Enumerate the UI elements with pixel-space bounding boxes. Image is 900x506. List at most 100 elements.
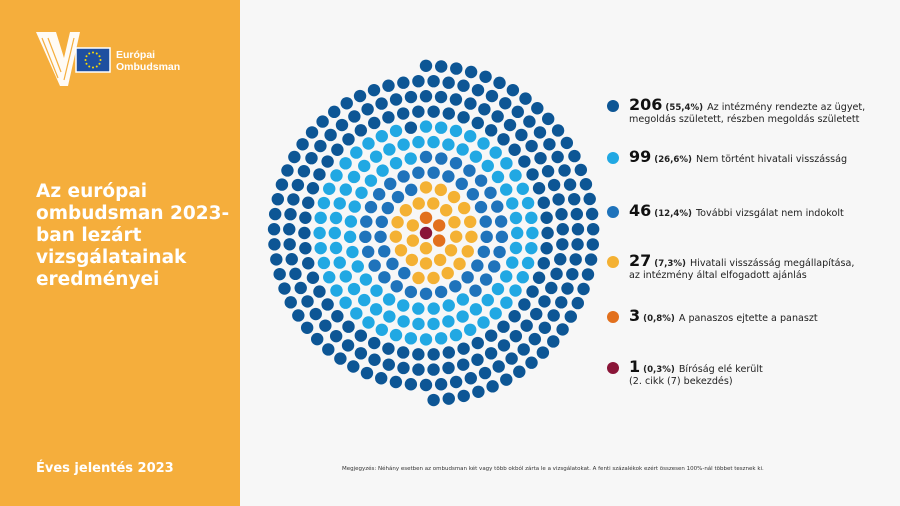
dot-no-further-inquiry xyxy=(488,260,501,273)
dot-resolved xyxy=(342,133,355,146)
dot-resolved xyxy=(530,307,543,321)
european-ombudsman-logo[interactable] xyxy=(34,28,204,98)
dot-no-maladministration xyxy=(464,130,477,143)
dot-no-further-inquiry xyxy=(404,285,418,299)
dot-no-maladministration xyxy=(323,271,336,284)
dot-no-further-inquiry xyxy=(455,177,468,191)
dot-resolved xyxy=(404,90,418,104)
dot-resolved xyxy=(561,282,574,295)
dot-resolved xyxy=(305,151,318,165)
dot-no-maladministration xyxy=(397,299,410,312)
dot-resolved xyxy=(556,238,569,251)
dot-resolved xyxy=(268,207,282,221)
logo-line-2: Ombudsman xyxy=(116,61,181,73)
logo-text: Európai Ombudsman xyxy=(116,49,180,73)
dot-resolved xyxy=(505,352,518,365)
dot-no-maladministration xyxy=(369,150,383,163)
dot-resolved xyxy=(532,271,546,284)
dot-resolved xyxy=(268,238,281,251)
dot-resolved xyxy=(427,363,440,376)
dot-resolved xyxy=(570,207,584,221)
dot-resolved xyxy=(550,267,563,281)
dot-maladministration xyxy=(419,181,433,194)
dot-resolved xyxy=(449,375,463,389)
dot-no-maladministration xyxy=(346,245,359,259)
dot-no-maladministration xyxy=(427,302,440,315)
dot-no-maladministration xyxy=(351,260,364,273)
dot-resolved xyxy=(321,298,334,311)
dot-no-maladministration xyxy=(389,328,403,342)
dot-maladministration xyxy=(453,257,466,271)
dot-resolved xyxy=(288,150,301,164)
dot-no-maladministration xyxy=(412,135,425,149)
dot-no-further-inquiry xyxy=(427,166,440,179)
dot-no-maladministration xyxy=(477,137,490,150)
dot-resolved xyxy=(328,105,341,119)
dot-resolved xyxy=(442,76,455,89)
dot-no-further-inquiry xyxy=(466,188,480,201)
dot-maladministration xyxy=(391,216,404,229)
dot-resolved xyxy=(457,389,470,403)
dot-no-maladministration xyxy=(442,315,455,328)
dot-no-maladministration xyxy=(509,284,522,297)
dot-no-maladministration xyxy=(516,182,529,195)
dot-no-maladministration xyxy=(328,226,341,240)
dot-no-maladministration xyxy=(481,159,494,173)
dot-no-further-inquiry xyxy=(375,215,388,229)
dot-resolved xyxy=(571,223,585,236)
dot-no-maladministration xyxy=(330,284,343,297)
dot-resolved xyxy=(329,329,343,343)
dot-no-maladministration xyxy=(469,150,483,163)
dot-resolved xyxy=(442,107,455,120)
dot-resolved xyxy=(375,97,388,110)
dot-resolved xyxy=(319,319,332,332)
dot-maladministration xyxy=(433,253,447,267)
dot-resolved xyxy=(310,332,324,346)
dot-resolved xyxy=(412,74,425,88)
dot-resolved xyxy=(581,268,595,281)
dot-resolved xyxy=(540,242,553,255)
dot-maladministration xyxy=(419,242,433,255)
report-label: Éves jelentés 2023 xyxy=(36,461,174,476)
dot-resolved xyxy=(450,62,463,75)
dot-withdrawn xyxy=(419,211,433,224)
dot-resolved xyxy=(508,143,521,156)
dot-resolved xyxy=(484,124,498,137)
dot-resolved xyxy=(525,139,538,153)
dot-maladministration xyxy=(406,234,420,247)
dot-resolved xyxy=(334,352,347,365)
dot-resolved xyxy=(484,347,498,360)
dot-resolved xyxy=(342,320,355,333)
dot-maladministration xyxy=(448,216,461,229)
dot-resolved xyxy=(585,207,599,221)
dot-no-maladministration xyxy=(427,317,440,331)
dot-resolved xyxy=(497,133,510,146)
dot-resolved xyxy=(541,165,555,178)
dot-resolved xyxy=(509,329,523,343)
dot-no-maladministration xyxy=(456,310,469,323)
dot-no-maladministration xyxy=(525,241,538,255)
dot-resolved xyxy=(464,372,477,385)
dot-no-maladministration xyxy=(348,200,361,213)
dot-no-maladministration xyxy=(419,120,433,133)
dot-no-maladministration xyxy=(469,303,483,316)
dot-no-maladministration xyxy=(389,156,403,170)
dot-no-maladministration xyxy=(525,211,538,225)
dot-resolved xyxy=(528,332,542,346)
dot-no-maladministration xyxy=(434,332,448,345)
dot-resolved xyxy=(354,124,368,137)
dot-resolved xyxy=(531,102,544,115)
dot-resolved xyxy=(520,319,533,332)
dot-maladministration xyxy=(419,257,433,270)
dot-no-further-inquiry xyxy=(474,174,488,187)
dot-maladministration xyxy=(412,197,425,210)
dot-no-further-inquiry xyxy=(434,285,448,299)
dot-resolved xyxy=(551,150,564,164)
dot-resolved xyxy=(278,282,291,295)
dot-resolved xyxy=(486,380,499,393)
dot-resolved xyxy=(471,336,484,350)
dot-maladministration xyxy=(449,230,463,243)
dot-resolved xyxy=(479,70,492,83)
dot-court xyxy=(419,226,433,240)
dot-resolved xyxy=(299,211,312,224)
